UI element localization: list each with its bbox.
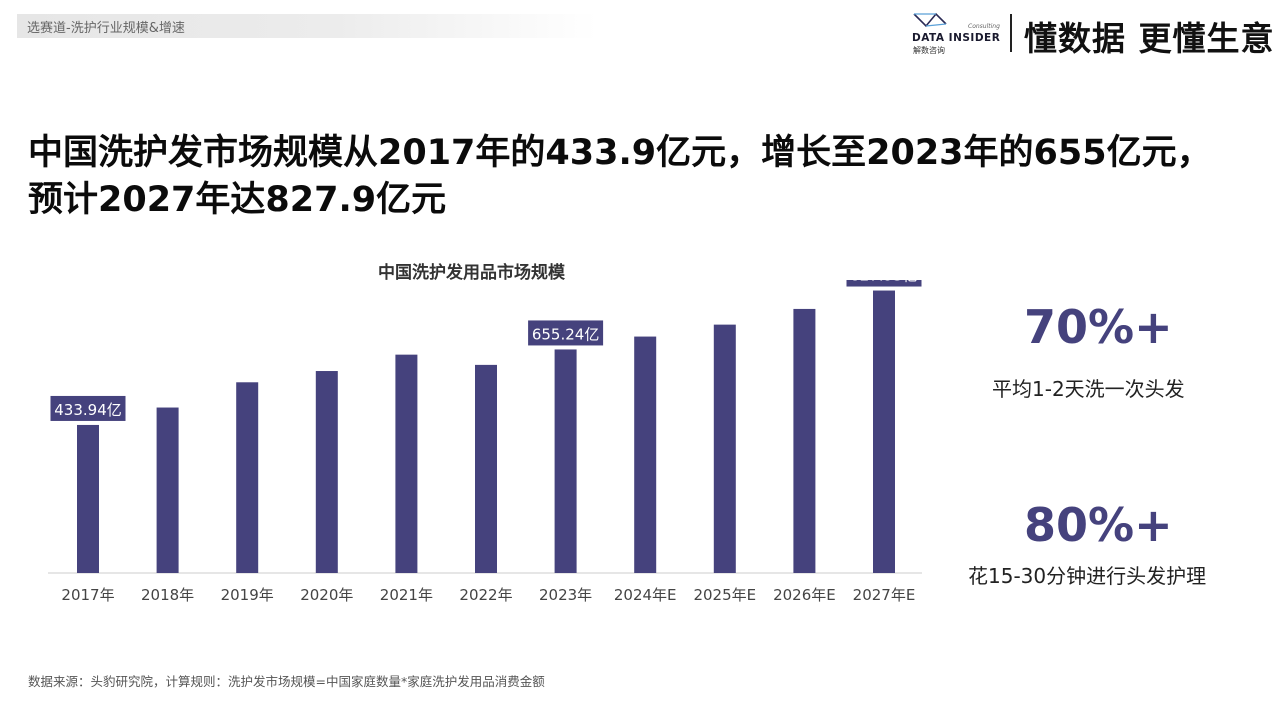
logo-text: DATA INSIDER [912, 32, 1001, 44]
x-tick-label-5: 2022年 [459, 586, 512, 604]
x-tick-label-9: 2026年E [773, 586, 836, 604]
bar-2 [236, 382, 259, 573]
x-tick-label-2: 2019年 [221, 586, 274, 604]
headline-line-1: 中国洗护发市场规模从2017年的433.9亿元，增长至2023年的655亿元， [28, 133, 1212, 173]
bar-3 [315, 371, 338, 573]
x-tick-label-1: 2018年 [141, 586, 194, 604]
data-insider-logo: Consulting DATA INSIDER 解数咨询 [912, 10, 1008, 56]
bar-5 [475, 364, 497, 573]
data-label-bg-0 [50, 395, 126, 421]
stat-label-care-time: 花15-30分钟进行头发护理 [968, 564, 1207, 588]
data-label-10: 827.93亿 [846, 280, 922, 287]
data-label-text-0: 433.94亿 [54, 401, 122, 419]
breadcrumb: 选赛道-洗护行业规模&增速 [27, 21, 185, 36]
bar-1 [156, 407, 179, 573]
x-tick-label-10: 2027年E [853, 586, 916, 604]
bar-10 [873, 290, 895, 573]
stat-label-wash-frequency: 平均1-2天洗一次头发 [992, 377, 1185, 401]
data-label-bg-10 [846, 280, 922, 287]
logo-consulting-text: Consulting [968, 23, 1000, 30]
headline: 中国洗护发市场规模从2017年的433.9亿元，增长至2023年的655亿元， … [28, 130, 1258, 224]
x-tick-label-4: 2021年 [380, 586, 433, 604]
stat-value-wash-frequency: 70%+ [1024, 300, 1173, 354]
data-label-text-6: 655.24亿 [532, 325, 600, 343]
x-tick-label-3: 2020年 [300, 586, 353, 604]
bar-0 [77, 424, 99, 573]
data-label-bg-6 [528, 320, 604, 346]
logo-mark-icon [913, 12, 947, 28]
data-label-text-10: 827.93亿 [850, 280, 918, 285]
x-tick-label-8: 2025年E [693, 586, 756, 604]
bar-6 [554, 349, 577, 573]
x-tick-label-7: 2024年E [614, 586, 677, 604]
chart-title: 中国洗护发用品市场规模 [378, 263, 565, 283]
breadcrumb-bar: 选赛道-洗护行业规模&增速 [17, 14, 597, 38]
bar-7 [634, 336, 657, 573]
data-source-note: 数据来源：头豹研究院，计算规则：洗护发市场规模=中国家庭数量*家庭洗护发用品消费… [28, 674, 545, 689]
stat-value-care-time: 80%+ [1024, 498, 1173, 552]
data-label-0: 433.94亿 [50, 395, 126, 421]
slogan: 懂数据 更懂生意 [1024, 19, 1275, 58]
bar-8 [713, 324, 736, 573]
x-tick-label-6: 2023年 [539, 586, 592, 604]
logo-subtext: 解数咨询 [913, 46, 945, 55]
headline-line-2: 预计2027年达827.9亿元 [28, 180, 447, 220]
header-divider [1010, 14, 1012, 52]
x-tick-label-0: 2017年 [61, 586, 114, 604]
bar-4 [395, 354, 418, 573]
market-size-bar-chart: 2017年 2018年 2019年 2020年 2021年 2022年 2023年 2024年… [48, 280, 922, 604]
data-label-6: 655.24亿 [528, 320, 604, 346]
bar-9 [793, 308, 816, 573]
